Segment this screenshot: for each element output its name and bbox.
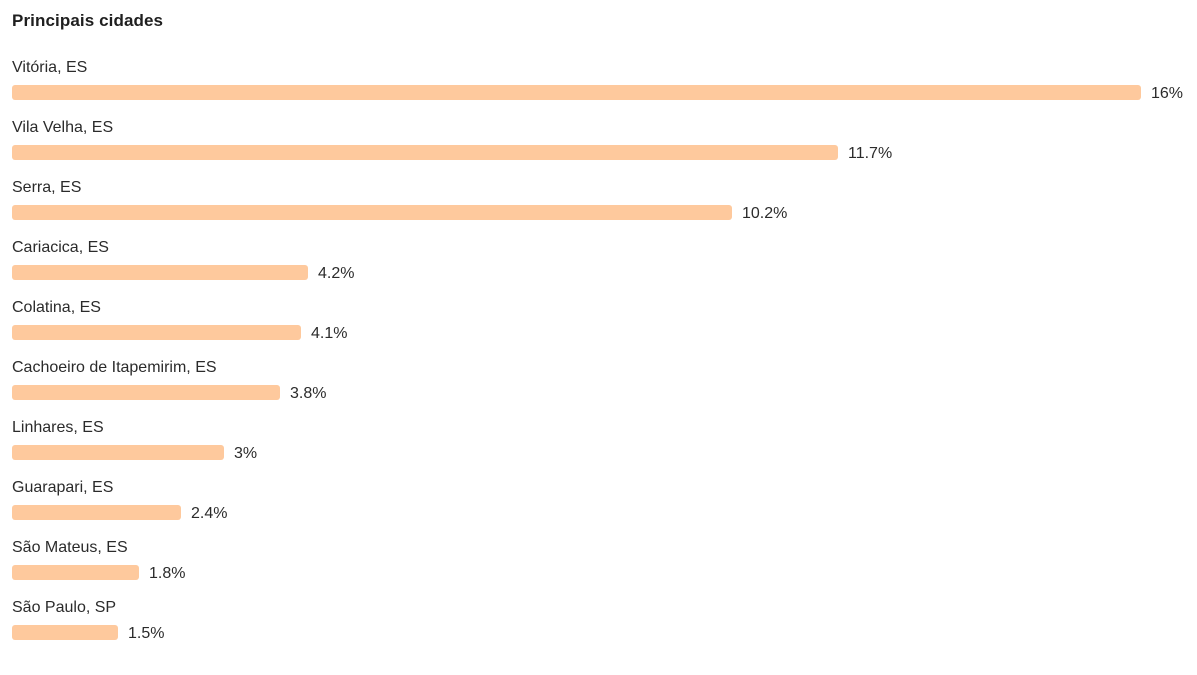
city-bar xyxy=(12,505,181,520)
city-row: Serra, ES 10.2% xyxy=(12,178,1192,238)
city-bar xyxy=(12,85,1141,100)
city-row: São Paulo, SP 1.5% xyxy=(12,598,1192,658)
bar-value-label: 3.8% xyxy=(290,385,327,402)
bar-track: 10.2% xyxy=(12,205,1192,225)
city-bar xyxy=(12,385,280,400)
bar-track: 3.8% xyxy=(12,385,1192,405)
city-label: São Mateus, ES xyxy=(12,539,128,556)
bar-value-label: 11.7% xyxy=(848,145,893,162)
city-bar xyxy=(12,265,308,280)
city-bar xyxy=(12,625,118,640)
city-row: Cariacica, ES 4.2% xyxy=(12,238,1192,298)
city-row: Guarapari, ES 2.4% xyxy=(12,478,1192,538)
bar-value-label: 16% xyxy=(1151,85,1184,102)
bar-value-label: 2.4% xyxy=(191,505,228,522)
city-label: Colatina, ES xyxy=(12,299,101,316)
city-bar xyxy=(12,145,838,160)
bar-track: 1.5% xyxy=(12,625,1192,645)
bar-value-label: 1.5% xyxy=(128,625,165,642)
bar-track: 16% xyxy=(12,85,1192,105)
city-row: Colatina, ES 4.1% xyxy=(12,298,1192,358)
city-row: Vila Velha, ES 11.7% xyxy=(12,118,1192,178)
city-label: Guarapari, ES xyxy=(12,479,114,496)
bar-track: 3% xyxy=(12,445,1192,465)
city-label: Linhares, ES xyxy=(12,419,104,436)
city-label: Cariacica, ES xyxy=(12,239,109,256)
city-label: Vitória, ES xyxy=(12,59,88,76)
card-title: Principais cidades xyxy=(12,11,164,30)
city-row: São Mateus, ES 1.8% xyxy=(12,538,1192,598)
bar-value-label: 3% xyxy=(234,445,258,462)
city-bar xyxy=(12,325,301,340)
city-bar xyxy=(12,565,139,580)
city-label: Vila Velha, ES xyxy=(12,119,114,136)
city-bar xyxy=(12,445,224,460)
city-label: Cachoeiro de Itapemirim, ES xyxy=(12,359,217,376)
bar-track: 1.8% xyxy=(12,565,1192,585)
bar-value-label: 1.8% xyxy=(149,565,186,582)
bar-track: 11.7% xyxy=(12,145,1192,165)
bar-track: 4.2% xyxy=(12,265,1192,285)
city-row: Cachoeiro de Itapemirim, ES 3.8% xyxy=(12,358,1192,418)
bar-chart: Vitória, ES 16% Vila Velha, ES 11.7% Serra, … xyxy=(12,58,1192,658)
bar-value-label: 4.1% xyxy=(311,325,348,342)
bar-track: 2.4% xyxy=(12,505,1192,525)
city-row: Linhares, ES 3% xyxy=(12,418,1192,478)
bar-value-label: 10.2% xyxy=(742,205,788,222)
bar-track: 4.1% xyxy=(12,325,1192,345)
city-label: São Paulo, SP xyxy=(12,599,117,616)
city-label: Serra, ES xyxy=(12,179,82,196)
city-row: Vitória, ES 16% xyxy=(12,58,1192,118)
city-bar xyxy=(12,205,732,220)
bar-value-label: 4.2% xyxy=(318,265,355,282)
